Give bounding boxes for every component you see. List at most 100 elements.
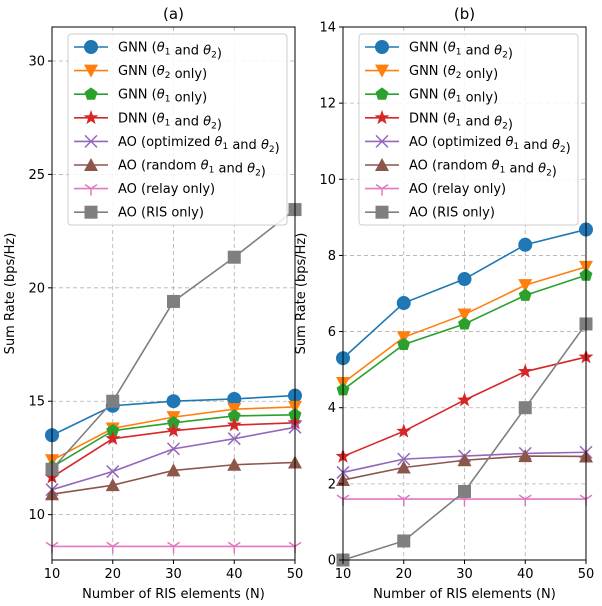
legend-marker bbox=[375, 134, 389, 148]
data-point bbox=[227, 250, 241, 264]
data-point bbox=[226, 417, 242, 432]
data-point bbox=[518, 237, 533, 252]
data-point bbox=[106, 394, 120, 408]
data-point bbox=[397, 494, 411, 507]
legend-entry: GNN (θ1 and θ2) bbox=[365, 40, 513, 62]
legend-entry: GNN (θ2 only) bbox=[74, 64, 207, 82]
legend-box bbox=[67, 33, 288, 226]
data-point bbox=[397, 534, 411, 548]
data-point bbox=[396, 296, 411, 311]
legend-marker bbox=[83, 110, 99, 125]
legend-marker bbox=[84, 183, 98, 196]
y-tick-label: 2 bbox=[328, 477, 336, 492]
data-point bbox=[458, 317, 471, 330]
chart-title: (a) bbox=[163, 5, 184, 23]
legend: GNN (θ1 and θ2) GNN (θ2 only) GNN (θ1 only… bbox=[358, 33, 579, 226]
y-tick-label: 8 bbox=[328, 249, 336, 264]
legend-entry: DNN (θ1 and θ2) bbox=[365, 110, 513, 132]
data-point bbox=[166, 442, 181, 456]
data-point bbox=[166, 394, 181, 409]
y-tick-label: 10 bbox=[28, 508, 45, 523]
legend-marker bbox=[84, 158, 98, 171]
y-tick-label: 0 bbox=[328, 554, 336, 569]
data-point bbox=[167, 415, 180, 429]
chart-panel-b: 10 20 30 40 50 0 2 4 6 8 10 12 14 (b) Number of RIS el… bbox=[294, 5, 594, 602]
legend-box bbox=[358, 33, 579, 226]
legend-entry: AO (relay only) bbox=[365, 182, 506, 197]
data-point bbox=[106, 541, 120, 554]
data-point bbox=[227, 541, 241, 554]
data-point bbox=[457, 453, 472, 467]
data-point bbox=[518, 449, 533, 463]
legend-marker bbox=[375, 205, 389, 219]
x-tick-label: 40 bbox=[517, 567, 534, 582]
y-tick-label: 25 bbox=[28, 168, 45, 183]
legend-label: AO (relay only) bbox=[409, 182, 506, 197]
legend-entry: GNN (θ1 only) bbox=[74, 87, 207, 106]
y-tick-label: 20 bbox=[28, 281, 45, 296]
x-tick-label: 10 bbox=[44, 567, 61, 582]
y-axis-label: Sum Rate (bps/Hz) bbox=[3, 233, 18, 355]
legend-label: AO (random θ1 and θ2) bbox=[409, 159, 557, 180]
x-tick-label: 50 bbox=[287, 567, 304, 582]
y-tick-label: 10 bbox=[319, 173, 336, 188]
series-group bbox=[335, 222, 594, 567]
legend-entry: GNN (θ1 only) bbox=[365, 87, 498, 106]
chart-title: (b) bbox=[454, 5, 475, 23]
legend-label: GNN (θ1 and θ2) bbox=[409, 41, 513, 62]
legend-label: DNN (θ1 and θ2) bbox=[118, 111, 222, 132]
legend-marker bbox=[84, 134, 98, 148]
data-point bbox=[227, 432, 241, 446]
y-tick-label: 14 bbox=[319, 21, 336, 36]
legend-marker bbox=[84, 87, 98, 100]
data-point bbox=[166, 422, 181, 438]
legend-entry: AO (optimized θ1 and θ2) bbox=[365, 134, 571, 156]
legend-marker bbox=[375, 158, 389, 171]
x-tick-label: 50 bbox=[578, 567, 595, 582]
legend-entry: DNN (θ1 and θ2) bbox=[74, 110, 222, 132]
x-axis-label: Number of RIS elements (N) bbox=[82, 587, 265, 602]
legend-label: GNN (θ1 only) bbox=[118, 88, 207, 106]
data-point bbox=[105, 478, 120, 492]
data-point bbox=[518, 279, 533, 293]
legend-entry: GNN (θ2 only) bbox=[365, 64, 498, 82]
legend-label: AO (optimized θ1 and θ2) bbox=[409, 135, 571, 156]
y-tick-label: 4 bbox=[328, 401, 336, 416]
legend-label: AO (random θ1 and θ2) bbox=[118, 159, 266, 180]
legend-label: GNN (θ2 only) bbox=[409, 64, 498, 82]
legend-entry: AO (random θ1 and θ2) bbox=[365, 158, 557, 180]
data-point bbox=[105, 430, 121, 445]
legend-marker bbox=[375, 183, 389, 196]
data-point bbox=[457, 272, 472, 287]
x-tick-label: 40 bbox=[226, 567, 243, 582]
data-point bbox=[518, 401, 532, 415]
data-point bbox=[166, 463, 181, 477]
legend-entry: AO (RIS only) bbox=[365, 205, 495, 221]
x-tick-label: 20 bbox=[104, 567, 121, 582]
legend-label: AO (RIS only) bbox=[118, 206, 204, 221]
data-point bbox=[457, 392, 472, 407]
x-tick-label: 20 bbox=[395, 567, 412, 582]
x-tick-label: 10 bbox=[335, 567, 352, 582]
data-point bbox=[518, 494, 532, 507]
legend-label: AO (relay only) bbox=[118, 182, 215, 197]
data-point bbox=[396, 423, 412, 438]
legend-marker bbox=[375, 40, 389, 54]
y-tick-label: 15 bbox=[28, 395, 45, 410]
data-point bbox=[517, 363, 533, 378]
legend-marker bbox=[374, 110, 390, 125]
x-tick-label: 30 bbox=[456, 567, 473, 582]
data-point bbox=[397, 452, 411, 466]
data-point bbox=[396, 460, 411, 474]
data-point bbox=[106, 465, 120, 479]
legend-marker bbox=[375, 87, 389, 100]
legend-entry: AO (RIS only) bbox=[74, 205, 204, 221]
legend-label: GNN (θ2 only) bbox=[118, 64, 207, 82]
legend-entry: AO (relay only) bbox=[74, 182, 215, 197]
legend-label: GNN (θ1 and θ2) bbox=[118, 41, 222, 62]
chart-panel-a: 10 20 30 40 50 10 15 20 25 30 (a) Number of RIS ele… bbox=[3, 5, 303, 602]
legend-marker bbox=[84, 40, 98, 54]
data-point bbox=[397, 337, 411, 351]
y-tick-label: 30 bbox=[28, 55, 45, 70]
